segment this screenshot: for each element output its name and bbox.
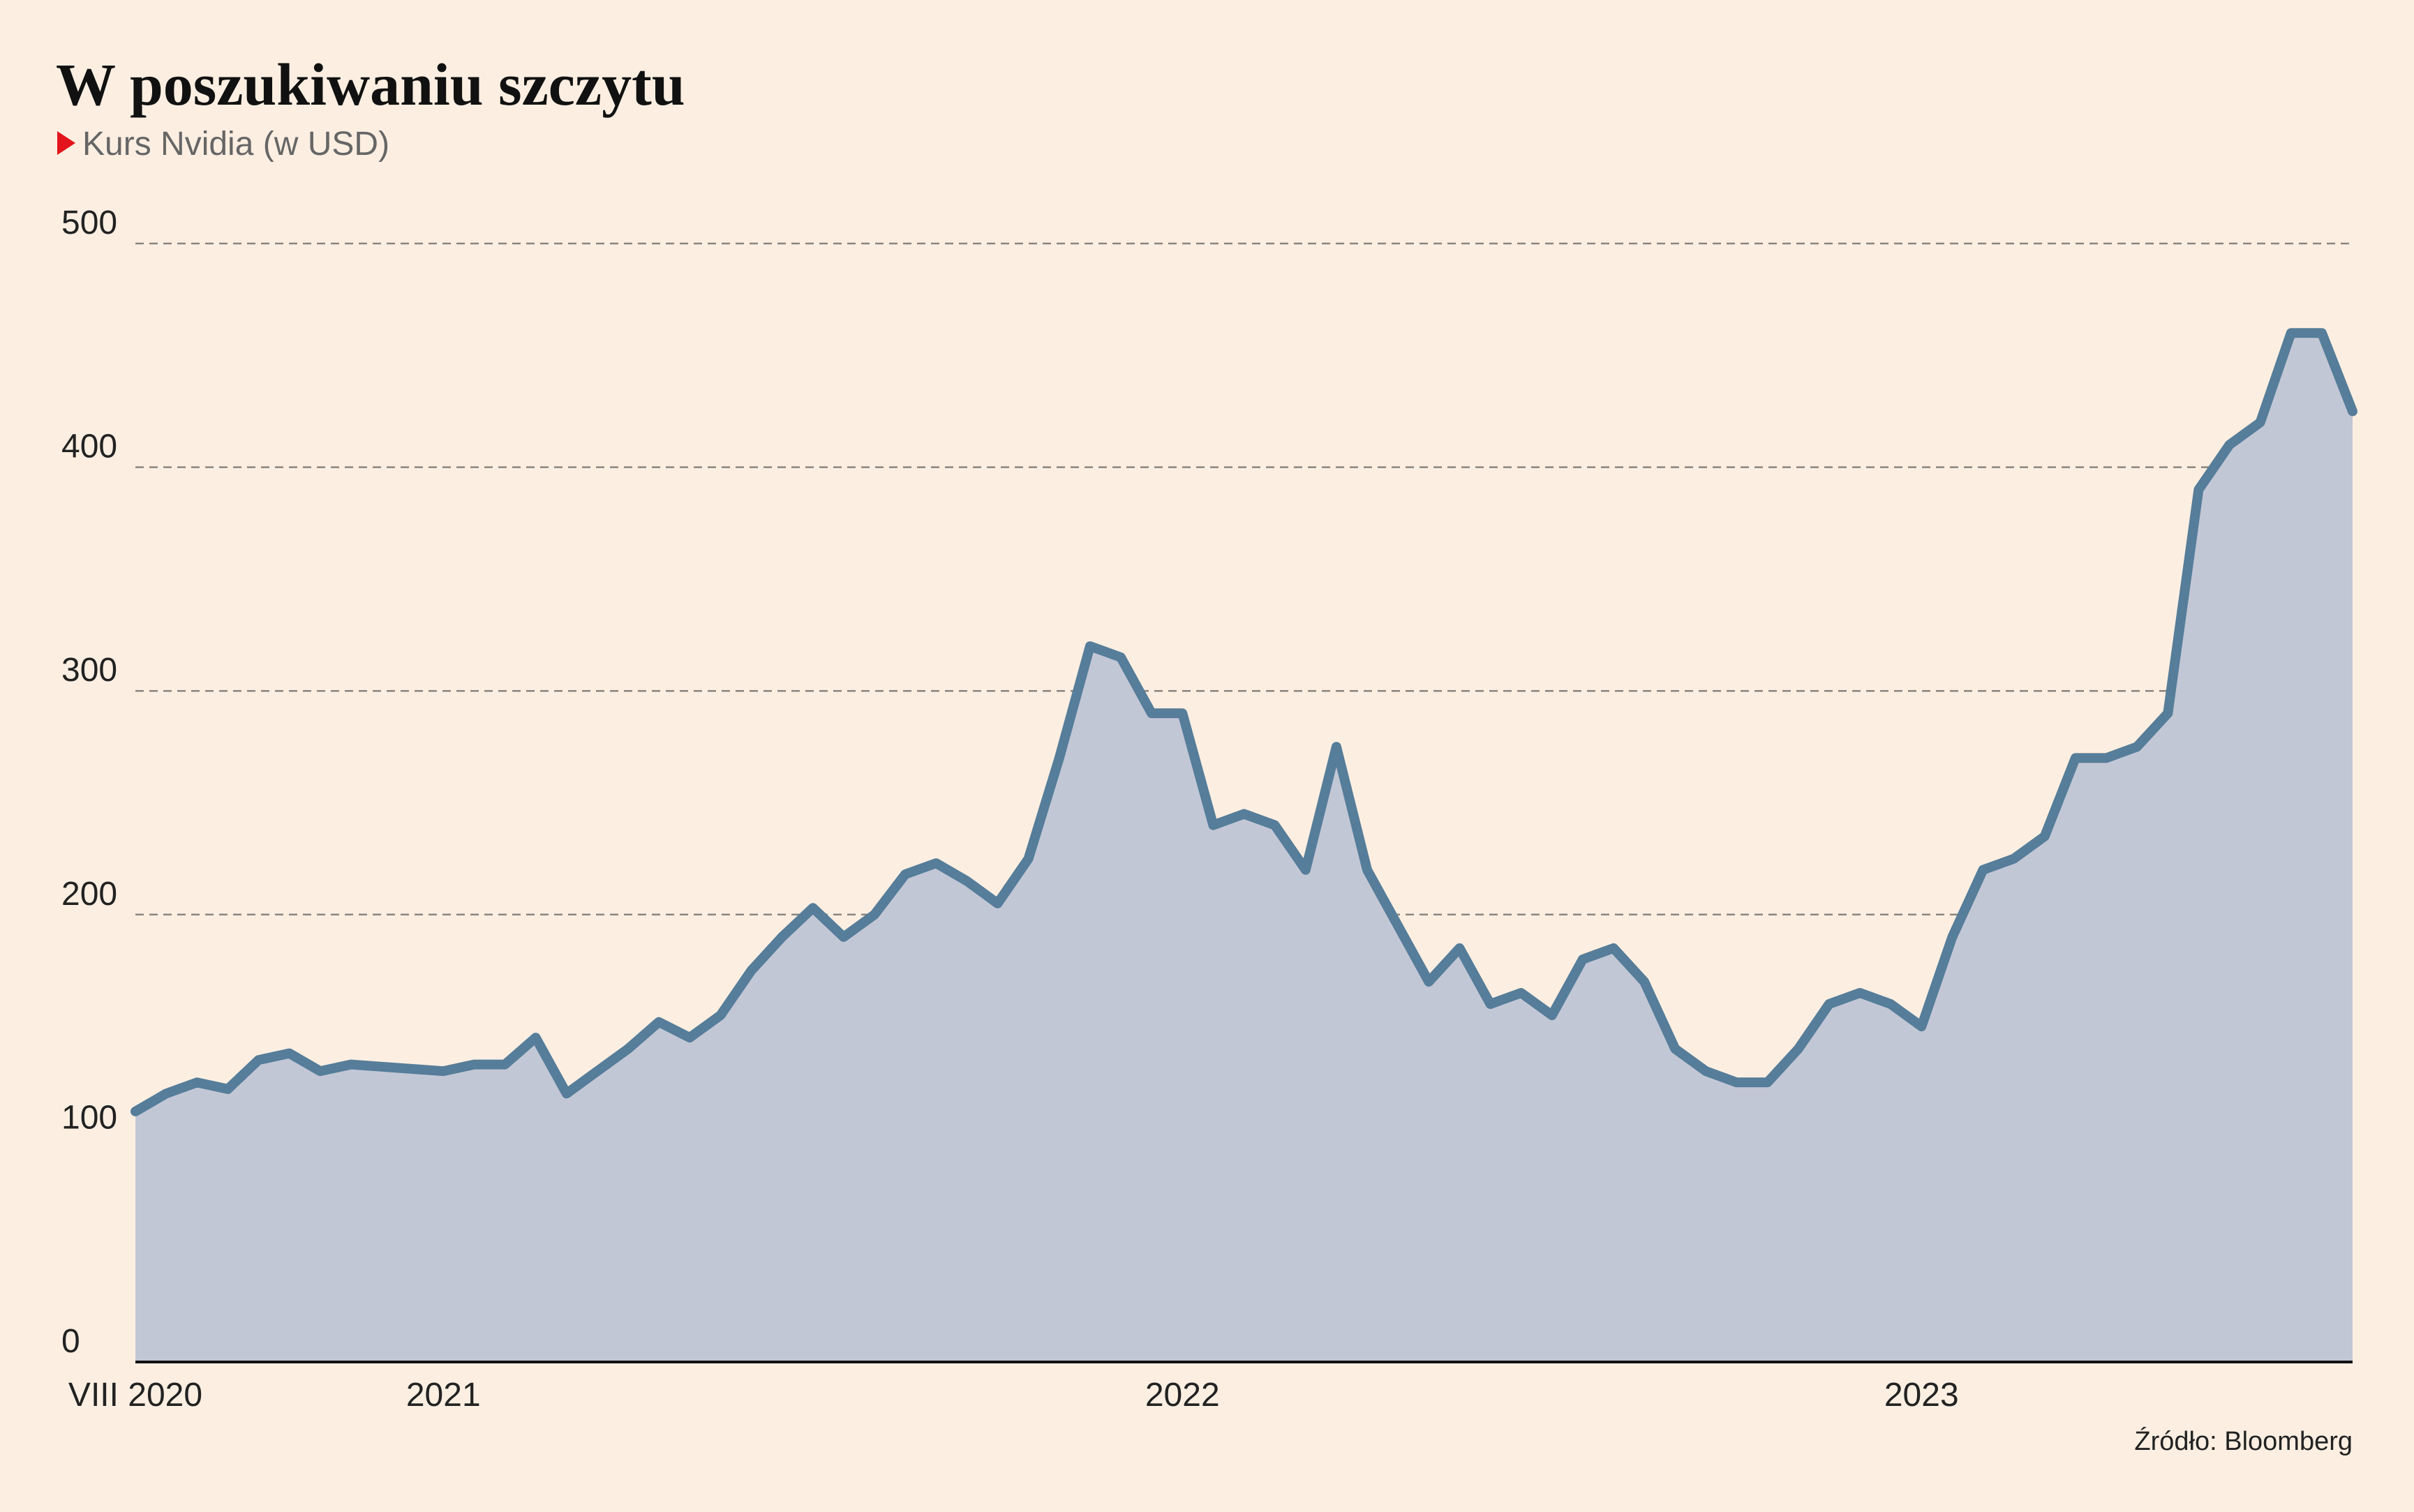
y-tick-label: 100 <box>61 1099 117 1136</box>
y-tick-label: 500 <box>61 204 117 241</box>
y-tick-label: 200 <box>61 876 117 913</box>
y-tick-label: 400 <box>61 428 117 465</box>
source: Źródło: Bloomberg <box>2134 1426 2353 1456</box>
price-line <box>131 328 2357 1116</box>
x-tick-label: 2022 <box>1145 1377 1220 1414</box>
chart-subtitle: Kurs Nvidia (w USD) <box>82 126 389 163</box>
subtitle-marker <box>57 131 75 155</box>
y-tick-label: 300 <box>61 652 117 689</box>
area-fill <box>135 333 2353 1363</box>
y-tick-label: 0 <box>61 1323 80 1360</box>
x-tick-label: 2021 <box>406 1377 481 1414</box>
chart-title: W poszukiwaniu szczytu <box>56 51 685 118</box>
x-tick-label: VIII 2020 <box>68 1377 202 1414</box>
x-tick-label: 2023 <box>1884 1377 1959 1414</box>
